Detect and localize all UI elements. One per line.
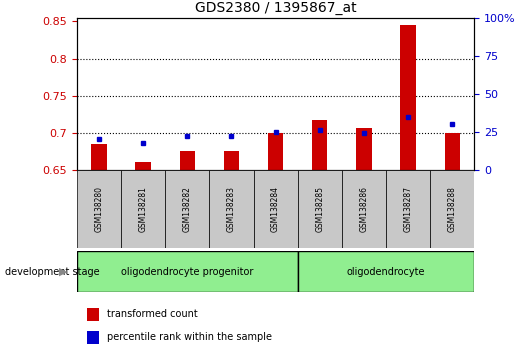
Bar <box>87 308 99 321</box>
Bar <box>135 162 151 170</box>
Bar <box>224 152 239 170</box>
Text: GSM138284: GSM138284 <box>271 186 280 232</box>
Text: GSM138281: GSM138281 <box>139 186 147 232</box>
Text: GSM138287: GSM138287 <box>404 186 412 232</box>
Bar <box>312 120 328 170</box>
Bar <box>430 170 474 248</box>
Bar <box>386 170 430 248</box>
Bar <box>356 129 372 170</box>
Text: GSM138282: GSM138282 <box>183 186 192 232</box>
Bar <box>253 170 298 248</box>
Bar <box>342 170 386 248</box>
Text: oligodendrocyte: oligodendrocyte <box>347 267 425 277</box>
Text: oligodendrocyte progenitor: oligodendrocyte progenitor <box>121 267 253 277</box>
Title: GDS2380 / 1395867_at: GDS2380 / 1395867_at <box>195 1 356 15</box>
Text: percentile rank within the sample: percentile rank within the sample <box>107 332 272 342</box>
Bar <box>91 144 107 170</box>
Text: GSM138280: GSM138280 <box>94 186 103 232</box>
Bar <box>298 251 474 292</box>
Text: GSM138283: GSM138283 <box>227 186 236 232</box>
Text: development stage: development stage <box>5 267 100 277</box>
Bar <box>268 133 284 170</box>
Text: GSM138285: GSM138285 <box>315 186 324 232</box>
Bar <box>77 251 298 292</box>
Bar <box>87 331 99 343</box>
Bar <box>180 152 195 170</box>
Bar <box>165 170 209 248</box>
Bar <box>298 170 342 248</box>
Bar <box>400 25 416 170</box>
Text: transformed count: transformed count <box>107 309 198 319</box>
Bar <box>209 170 253 248</box>
Text: ▶: ▶ <box>59 267 68 277</box>
Bar <box>77 170 121 248</box>
Bar <box>445 133 460 170</box>
Text: GSM138288: GSM138288 <box>448 186 457 232</box>
Text: GSM138286: GSM138286 <box>359 186 368 232</box>
Bar <box>121 170 165 248</box>
